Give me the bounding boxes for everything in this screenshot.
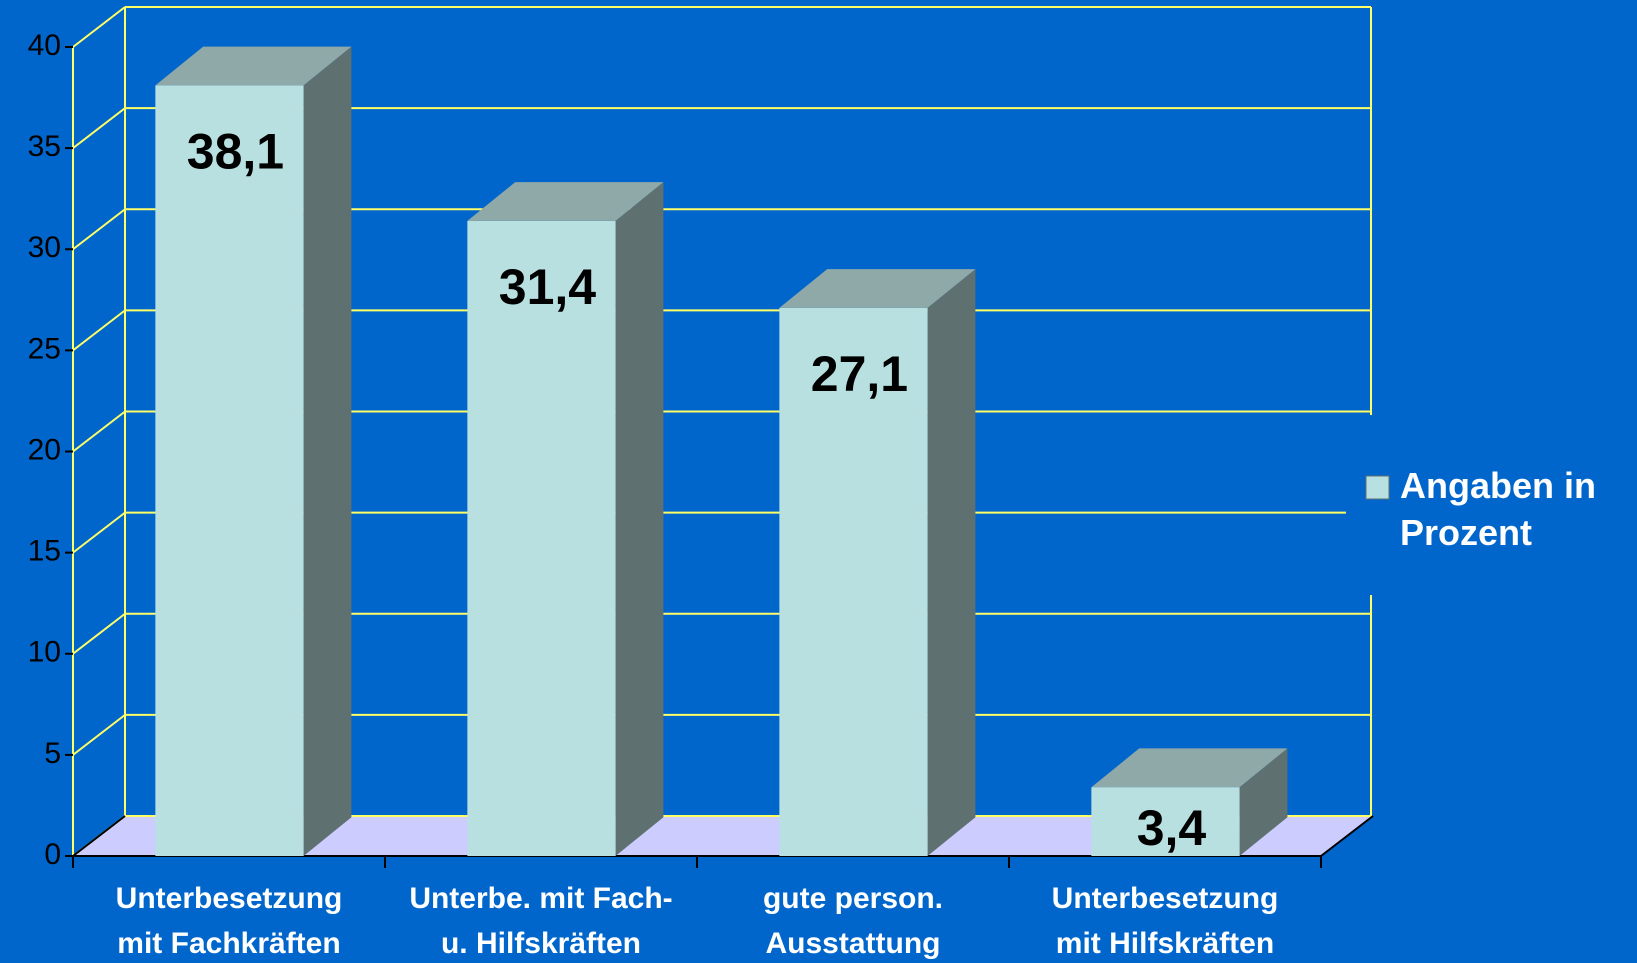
bar-side [615, 182, 664, 856]
data-label: 38,1 [187, 124, 284, 180]
x-tick-label: Unterbe. mit Fach-u. Hilfskräften [409, 882, 672, 960]
y-tick-label: 30 [28, 231, 61, 264]
grid-line [72, 612, 126, 655]
legend-background [1346, 415, 1637, 595]
bar [779, 307, 928, 857]
y-tick-label: 20 [28, 433, 61, 466]
data-label: 31,4 [499, 259, 597, 315]
bar-side [927, 269, 976, 856]
bar-top [467, 182, 664, 221]
x-tick-label: Unterbesetzung mit Hilfskräften [1052, 882, 1279, 960]
x-tick-label: Unterbesetzung mit Fachkräften [116, 882, 343, 960]
floor-edge [72, 815, 126, 857]
grid-line [72, 309, 126, 352]
data-label: 27,1 [811, 346, 908, 402]
grid-line [72, 410, 126, 453]
bar-top [155, 46, 352, 86]
y-tick-label: 40 [28, 29, 61, 62]
y-tick-label: 15 [28, 535, 61, 568]
legend-label: Angaben in Prozent [1400, 465, 1596, 553]
y-tick-label: 5 [44, 737, 61, 770]
bar-top [779, 269, 976, 308]
y-tick-label: 35 [28, 130, 61, 163]
grid-line [72, 107, 126, 149]
grid-line [72, 208, 126, 251]
y-tick-label: 25 [28, 332, 61, 365]
floor [73, 816, 1373, 856]
data-label: 3,4 [1137, 800, 1207, 856]
bar-side [303, 46, 352, 856]
bar-top [1091, 748, 1288, 788]
grid-line [72, 6, 126, 48]
grid-line [72, 511, 126, 554]
y-tick-label: 0 [44, 838, 61, 871]
bar [155, 85, 304, 857]
legend-swatch [1365, 475, 1390, 500]
grid-line [72, 714, 126, 756]
floor-edge [1320, 815, 1374, 857]
y-tick-label: 10 [28, 636, 61, 669]
bar-side [1239, 748, 1288, 856]
bar [467, 220, 616, 856]
x-tick-label: gute person. Ausstattung [763, 882, 943, 960]
bar [1091, 787, 1240, 856]
